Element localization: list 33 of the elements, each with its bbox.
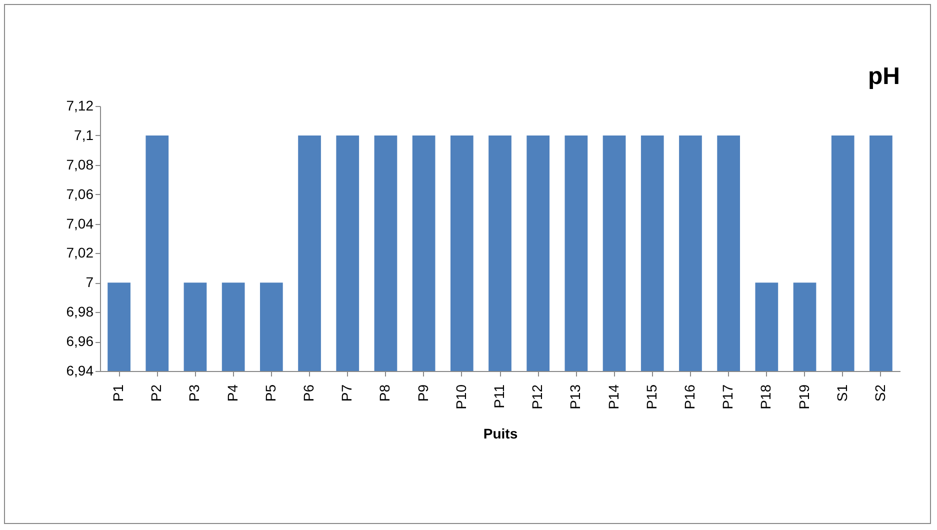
y-tick-label: 7,1 [74, 126, 94, 143]
y-tick-label: 7,06 [66, 186, 94, 202]
x-tick-label: P2 [148, 384, 164, 402]
x-tick-label: P7 [338, 384, 355, 402]
x-axis-title: Puits [483, 425, 518, 442]
x-tick-label: P15 [643, 384, 660, 410]
y-tick-label: 7,12 [66, 98, 94, 114]
y-tick-label: 6,94 [66, 362, 94, 378]
y-tick-label: 7,02 [66, 244, 94, 261]
x-tick-label: S2 [872, 384, 888, 402]
y-tick-label: 6,96 [66, 333, 94, 350]
x-tick-label: P6 [300, 384, 317, 402]
x-tick-label: P19 [796, 384, 812, 410]
x-tick-label: P4 [224, 384, 240, 402]
chart-title: pH [868, 63, 900, 90]
x-tick-label: P16 [681, 384, 698, 410]
x-tick-label: P13 [567, 384, 584, 410]
x-tick-label: P1 [110, 384, 126, 402]
x-tick-label: P8 [376, 384, 393, 402]
x-tick-label: P14 [605, 384, 622, 410]
x-tick-label: P3 [186, 384, 202, 402]
x-tick-label: P5 [262, 384, 278, 402]
x-tick-label: P10 [452, 384, 469, 410]
x-tick-label: S1 [834, 384, 850, 402]
x-tick-label: P9 [414, 384, 431, 402]
y-tick-label: 7 [86, 274, 94, 290]
y-tick-label: 7,08 [66, 156, 94, 172]
x-tick-label: P12 [529, 384, 546, 410]
x-tick-label: P11 [491, 384, 507, 408]
x-tick-label: P17 [720, 384, 736, 410]
y-tick-label: 7,04 [66, 215, 94, 232]
x-tick-label: P18 [758, 384, 774, 410]
y-tick-label: 6,98 [66, 304, 94, 320]
